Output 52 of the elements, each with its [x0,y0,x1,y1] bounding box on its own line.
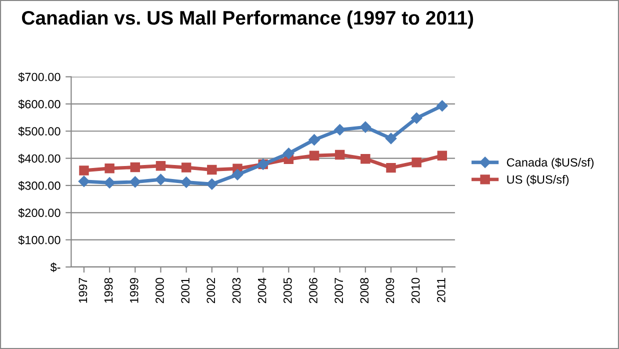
point [181,162,192,172]
y-tick-label: $100.00 [18,235,60,245]
point [385,132,397,144]
y-tick-label: $400.00 [18,154,60,164]
point [437,150,448,160]
y-tick-label: $200.00 [18,208,60,218]
y-tick-label: $- [50,262,60,272]
y-tick-label: $300.00 [18,181,60,191]
x-tick-label: 1997 [78,278,88,303]
point [79,166,89,176]
point [309,150,320,160]
x-tick-label: 2003 [232,278,241,304]
legend-label: US ($US/sf) [507,174,569,186]
y-tick-label: $500.00 [18,126,60,136]
point [360,154,370,164]
point [386,162,396,173]
x-tick-label: 2001 [181,278,190,304]
x-tick-label: 2007 [334,278,343,304]
point [155,174,166,186]
x-tick-label: 1998 [104,278,113,303]
legend-label: Canada ($US/sf) [506,158,594,169]
chart-title: Canadian vs. US Mall Performance (1997 to 2011) [22,10,474,29]
point [180,176,192,188]
point [207,164,217,175]
x-tick-label: 2005 [283,278,292,304]
x-tick-label: 2004 [258,278,266,304]
point [104,163,114,174]
point [78,176,90,187]
point [283,148,294,160]
point [412,158,422,168]
point [334,150,345,160]
point [130,176,141,188]
x-tick-label: 2011 [436,278,446,302]
point [436,100,448,112]
point [206,178,218,190]
point [410,112,422,124]
point [104,177,116,188]
x-tick-label: 2000 [156,278,164,304]
point [308,134,320,146]
point [232,168,244,180]
point [360,121,372,133]
x-tick-label: 2002 [206,278,216,304]
y-tick-label: $700.00 [18,72,60,82]
y-tick-label: $600.00 [18,99,60,110]
x-tick-label: 1999 [130,278,138,303]
x-tick-label: 2006 [309,278,318,304]
point [130,162,140,172]
x-tick-label: 2009 [386,278,394,304]
point [334,124,346,136]
point [156,161,166,171]
x-tick-label: 2008 [360,278,369,304]
x-tick-label: 2010 [411,278,420,304]
